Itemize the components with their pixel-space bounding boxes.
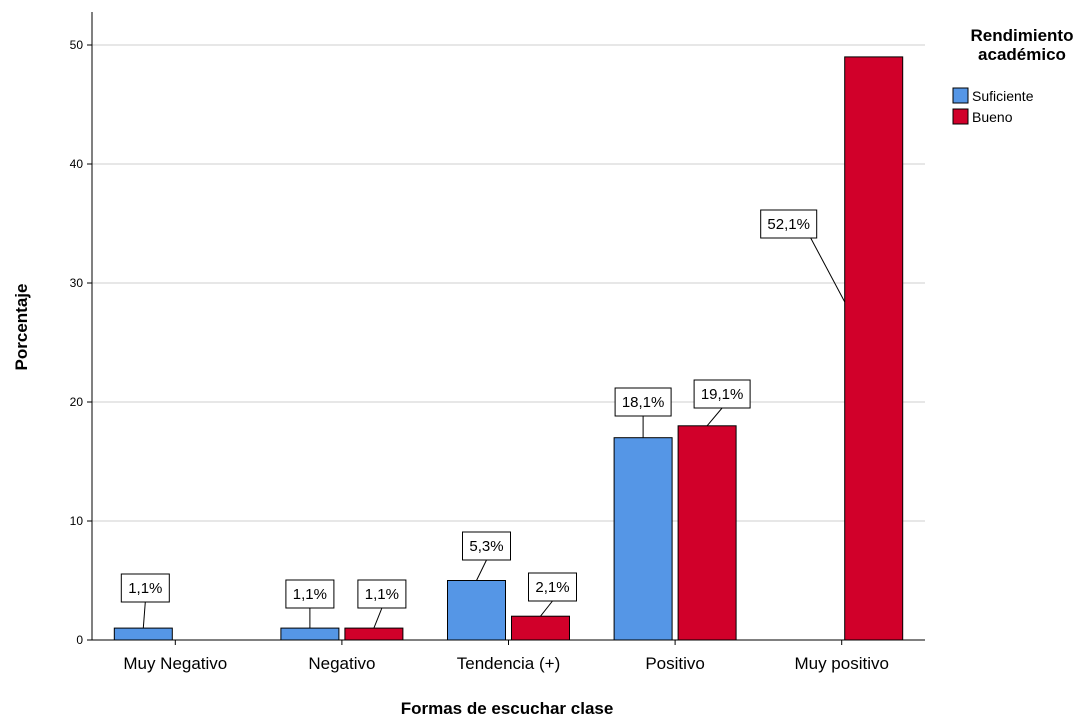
data-label-bueno-positivo: 19,1%: [701, 386, 744, 403]
legend-title: Rendimiento: [971, 26, 1074, 45]
data-label-suficiente-tendencia: 5,3%: [469, 538, 503, 555]
bar-suficiente-tendencia: [447, 580, 506, 641]
y-tick-label: 40: [70, 157, 84, 171]
bar-bueno-negativo: [344, 627, 404, 641]
x-tick-label-positivo: Positivo: [645, 654, 705, 673]
data-label-bueno-muy-positivo: 52,1%: [767, 216, 810, 233]
y-tick-label: 10: [70, 514, 84, 528]
grid-lines: [92, 44, 925, 522]
data-label-leader: [142, 601, 146, 629]
data-label-box: [528, 572, 577, 602]
data-label-suficiente-negativo: 1,1%: [293, 586, 327, 603]
legend-title: académico: [978, 45, 1066, 64]
bar-suficiente-positivo: [613, 437, 673, 641]
data-label-box: [693, 379, 751, 409]
x-tick-label-muy-positivo: Muy positivo: [794, 654, 888, 673]
data-label-box: [614, 387, 672, 417]
legend-label-suficiente: Suficiente: [972, 88, 1034, 104]
bars: [113, 56, 904, 641]
data-label-leader: [540, 600, 553, 617]
x-tick-label-negativo: Negativo: [308, 654, 375, 673]
data-label-suficiente-positivo: 18,1%: [622, 394, 665, 411]
axes: 0 10 20 30 40 50 Muy Negativo Negativo Tendencia…: [70, 12, 925, 673]
legend-swatch-suficiente: [952, 87, 969, 104]
bar-bueno-muy-positivo: [844, 56, 904, 641]
data-label-bueno-tendencia: 2,1%: [535, 579, 569, 596]
y-tick-label: 0: [76, 633, 83, 647]
data-labels: 1,1% 1,1% 1,1% 5,3% 2,1% 18,1% 19,1% 52,1%: [120, 209, 846, 629]
data-label-leader: [476, 559, 487, 581]
data-label-leader: [810, 237, 846, 303]
legend-swatch-bueno: [952, 108, 969, 125]
y-tick-label: 30: [70, 276, 84, 290]
x-axis-title: Formas de escuchar clase: [401, 699, 614, 718]
x-tick-label-tendencia: Tendencia (+): [457, 654, 560, 673]
data-label-box: [462, 531, 511, 561]
data-label-box: [285, 579, 335, 609]
data-label-bueno-negativo: 1,1%: [365, 586, 399, 603]
y-tick-label: 50: [70, 38, 84, 52]
y-tick-label: 20: [70, 395, 84, 409]
data-label-box: [357, 579, 407, 609]
x-tick-label-muy-negativo: Muy Negativo: [123, 654, 227, 673]
data-label-leader: [373, 607, 383, 629]
data-label-box: [760, 209, 818, 239]
data-label-leader: [706, 407, 723, 427]
bar-bueno-positivo: [677, 425, 737, 641]
bar-bueno-tendencia: [511, 615, 570, 641]
data-label-box: [120, 573, 170, 603]
data-label-suficiente-muy-negativo: 1,1%: [128, 580, 162, 597]
bar-suficiente-negativo: [280, 627, 340, 641]
legend-label-bueno: Bueno: [972, 109, 1013, 125]
bar-suficiente-muy-negativo: [113, 627, 173, 641]
y-axis-title: Porcentaje: [12, 284, 31, 371]
